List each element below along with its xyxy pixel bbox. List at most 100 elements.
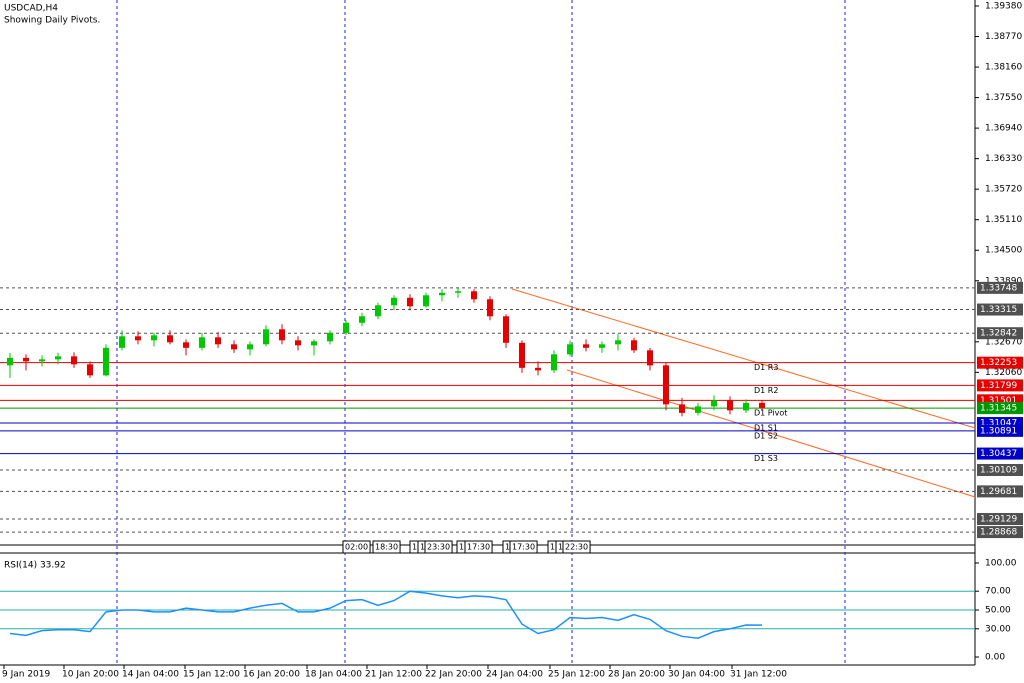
price-label-box — [977, 447, 1023, 460]
y-tick-label: 100.00 — [985, 559, 1017, 569]
candle-body — [295, 340, 301, 346]
time-marker-box — [464, 540, 493, 554]
x-tick-label: 24 Jan 04:00 — [486, 670, 543, 680]
x-tick-label: 14 Jan 04:00 — [122, 670, 179, 680]
x-tick-label: 15 Jan 12:00 — [183, 670, 240, 680]
x-tick-label: 21 Jan 12:00 — [365, 670, 422, 680]
time-marker-box — [424, 540, 453, 554]
y-tick-label: 1.35720 — [985, 185, 1022, 195]
time-marker: 1 — [420, 543, 425, 552]
candle-body — [615, 340, 621, 345]
candle-body — [567, 344, 573, 355]
y-tick-label: 50.00 — [985, 606, 1011, 616]
x-tick-label: 25 Jan 12:00 — [548, 670, 605, 680]
time-marker-box — [372, 540, 401, 554]
candle-body — [343, 322, 349, 333]
price-label-box — [977, 356, 1023, 369]
candle-body — [167, 335, 173, 343]
candle-body — [23, 357, 29, 362]
price-label-box — [977, 379, 1023, 392]
pivot-name: D1 S3 — [754, 454, 778, 463]
y-tick-label: 1.38160 — [985, 63, 1022, 73]
price-label-box — [977, 402, 1023, 415]
price-label: 1.32842 — [980, 329, 1017, 339]
x-tick-label: 28 Jan 20:00 — [608, 670, 665, 680]
candle-body — [39, 359, 45, 362]
time-marker-box — [342, 540, 371, 554]
time-marker: 1 — [558, 543, 563, 552]
price-label: 1.31047 — [980, 419, 1017, 429]
candle-body — [55, 356, 61, 360]
price-label: 1.30891 — [980, 426, 1017, 436]
price-label: 1.29129 — [980, 515, 1017, 525]
chart-subtitle: Showing Daily Pivots. — [4, 16, 100, 26]
candle-body — [663, 365, 669, 405]
time-marker: 1 — [550, 543, 555, 552]
price-label: 1.31799 — [980, 381, 1017, 391]
price-label: 1.31501 — [980, 396, 1017, 406]
candle-body — [583, 344, 589, 348]
pivot-name: D1 S1 — [754, 424, 778, 433]
candle-body — [407, 297, 413, 307]
pivot-name: D1 Pivot — [754, 409, 787, 418]
candle-body — [503, 316, 509, 343]
candle-body — [279, 329, 285, 341]
y-tick-label: 1.38770 — [985, 32, 1022, 42]
price-label: 1.33748 — [980, 283, 1017, 293]
candle-body — [231, 344, 237, 350]
candle-body — [247, 344, 253, 350]
time-marker-box — [562, 540, 591, 554]
y-tick-label: 1.39380 — [985, 2, 1022, 12]
time-marker: 17:30 — [512, 543, 535, 552]
y-tick-label: 0.00 — [985, 653, 1005, 663]
candle-body — [439, 292, 445, 296]
price-label-box — [977, 303, 1023, 316]
y-tick-label: 1.32060 — [985, 368, 1022, 378]
price-label: 1.28868 — [980, 528, 1017, 538]
y-tick-label: 1.35110 — [985, 215, 1022, 225]
y-tick-label: 1.37550 — [985, 93, 1022, 103]
x-tick-label: 9 Jan 2019 — [2, 670, 50, 680]
time-marker: 1 — [505, 543, 510, 552]
price-label: 1.33315 — [980, 305, 1017, 315]
candle-body — [103, 347, 109, 376]
candle-body — [375, 305, 381, 317]
trend-line — [566, 369, 976, 498]
x-tick-label: 22 Jan 20:00 — [425, 670, 482, 680]
rsi-title: RSI(14) 33.92 — [4, 561, 66, 571]
time-marker: 17:30 — [467, 543, 490, 552]
time-marker: 18:30 — [375, 543, 398, 552]
candle-body — [471, 291, 477, 300]
candle-body — [487, 299, 493, 317]
candle-body — [743, 402, 749, 411]
pivot-name: D1 S2 — [754, 431, 778, 440]
candle-body — [455, 291, 461, 293]
x-tick-label: 10 Jan 20:00 — [62, 670, 119, 680]
price-label: 1.30437 — [980, 449, 1017, 459]
candle-body — [71, 356, 77, 365]
trend-line — [511, 288, 976, 429]
y-tick-label: 1.33890 — [985, 276, 1022, 286]
candle-body — [599, 344, 605, 348]
y-tick-label: 1.36330 — [985, 154, 1022, 164]
time-marker: 1 — [412, 543, 417, 552]
y-tick-label: 70.00 — [985, 587, 1011, 597]
candle-body — [759, 402, 765, 408]
candle-body — [215, 337, 221, 345]
candle-body — [423, 295, 429, 307]
time-marker: 23:30 — [427, 543, 450, 552]
candle-body — [631, 340, 637, 351]
price-label-box — [977, 513, 1023, 526]
time-marker-box — [509, 540, 538, 554]
candle-body — [327, 332, 333, 342]
x-tick-label: 30 Jan 04:00 — [668, 670, 725, 680]
pivot-name: D1 R3 — [754, 363, 778, 372]
candle-body — [359, 316, 365, 323]
x-tick-label: 18 Jan 04:00 — [305, 670, 362, 680]
candle-body — [87, 364, 93, 376]
candle-body — [7, 357, 13, 366]
candle-body — [263, 329, 269, 345]
candle-body — [391, 297, 397, 306]
x-tick-label: 31 Jan 12:00 — [730, 670, 787, 680]
